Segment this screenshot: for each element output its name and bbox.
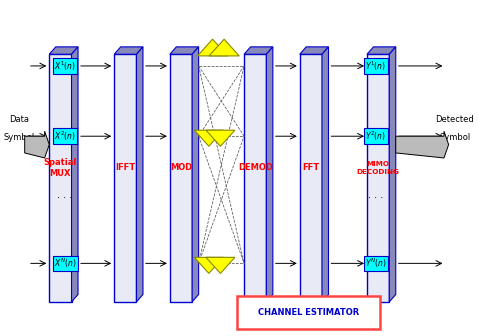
Polygon shape: [206, 130, 235, 146]
Polygon shape: [244, 47, 273, 54]
Polygon shape: [197, 39, 228, 56]
Polygon shape: [195, 130, 223, 146]
Text: $Y^1(n)$: $Y^1(n)$: [365, 59, 386, 73]
Text: Detected: Detected: [435, 115, 474, 124]
Polygon shape: [367, 54, 389, 302]
Polygon shape: [300, 54, 322, 302]
Polygon shape: [396, 131, 449, 158]
Polygon shape: [244, 54, 266, 302]
Polygon shape: [25, 131, 49, 158]
Polygon shape: [114, 54, 137, 302]
Polygon shape: [209, 39, 239, 56]
Text: $X^N(n)$: $X^N(n)$: [54, 257, 76, 270]
Polygon shape: [266, 47, 273, 302]
Text: MOD: MOD: [170, 164, 192, 172]
Polygon shape: [206, 257, 235, 274]
Text: $X^2(n)$: $X^2(n)$: [54, 129, 76, 143]
Text: Symbol: Symbol: [439, 133, 470, 142]
Text: IFFT: IFFT: [115, 164, 135, 172]
Polygon shape: [170, 47, 199, 54]
Polygon shape: [49, 47, 78, 54]
Text: · · ·: · · ·: [57, 193, 73, 203]
Text: Data: Data: [9, 115, 29, 124]
Text: · · ·: · · ·: [368, 193, 383, 203]
Text: MIMO
DECODING: MIMO DECODING: [357, 162, 400, 174]
Text: $Y^2(n)$: $Y^2(n)$: [365, 129, 386, 143]
Polygon shape: [367, 47, 396, 54]
Text: Symbol: Symbol: [3, 133, 34, 142]
Polygon shape: [322, 47, 328, 302]
Text: $X^1(n)$: $X^1(n)$: [54, 59, 76, 73]
Polygon shape: [300, 47, 328, 54]
Text: Spatial
MUX: Spatial MUX: [43, 158, 77, 178]
Text: CHANNEL ESTIMATOR: CHANNEL ESTIMATOR: [258, 308, 359, 317]
Text: DEMOD: DEMOD: [238, 164, 272, 172]
Polygon shape: [137, 47, 143, 302]
Text: $Y^N(n)$: $Y^N(n)$: [365, 257, 387, 270]
Polygon shape: [195, 257, 223, 274]
Polygon shape: [192, 47, 199, 302]
Polygon shape: [170, 54, 192, 302]
FancyBboxPatch shape: [237, 296, 380, 329]
Polygon shape: [49, 54, 72, 302]
Text: FFT: FFT: [302, 164, 319, 172]
Polygon shape: [114, 47, 143, 54]
Polygon shape: [72, 47, 78, 302]
Polygon shape: [389, 47, 396, 302]
